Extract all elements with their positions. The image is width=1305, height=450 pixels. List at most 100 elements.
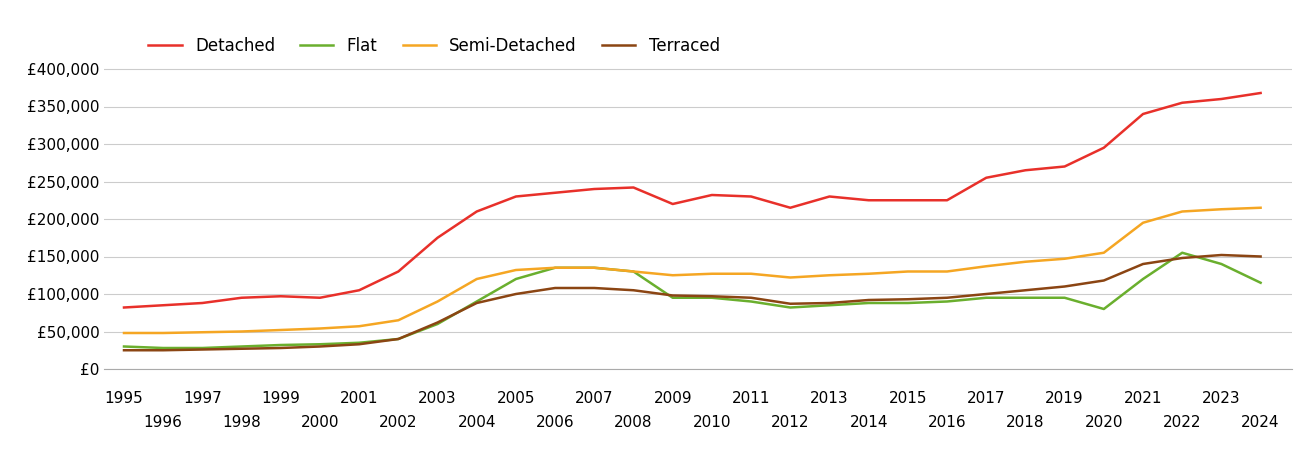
- Terraced: [744, 295, 760, 301]
- Detached: [234, 295, 249, 301]
- Terraced: [625, 288, 641, 293]
- Semi-Detached: [273, 327, 288, 333]
- Text: 2018: 2018: [1006, 415, 1045, 430]
- Semi-Detached: [744, 271, 760, 276]
- Text: 2005: 2005: [497, 391, 535, 406]
- Semi-Detached: [900, 269, 916, 274]
- Flat: [783, 305, 799, 310]
- Semi-Detached: [194, 329, 210, 335]
- Semi-Detached: [861, 271, 877, 276]
- Flat: [468, 299, 484, 304]
- Semi-Detached: [547, 265, 562, 270]
- Detached: [705, 192, 720, 198]
- Detached: [547, 190, 562, 195]
- Detached: [312, 295, 328, 301]
- Detached: [1057, 164, 1073, 169]
- Terraced: [351, 342, 367, 347]
- Flat: [351, 340, 367, 346]
- Text: 2014: 2014: [850, 415, 887, 430]
- Flat: [586, 265, 602, 270]
- Semi-Detached: [1135, 220, 1151, 225]
- Semi-Detached: [625, 269, 641, 274]
- Flat: [390, 336, 406, 342]
- Flat: [508, 276, 523, 282]
- Semi-Detached: [940, 269, 955, 274]
- Text: 2006: 2006: [536, 415, 574, 430]
- Terraced: [194, 347, 210, 352]
- Terraced: [1018, 288, 1034, 293]
- Flat: [234, 344, 249, 349]
- Semi-Detached: [664, 273, 680, 278]
- Semi-Detached: [1057, 256, 1073, 261]
- Flat: [273, 342, 288, 348]
- Flat: [979, 295, 994, 301]
- Terraced: [273, 345, 288, 351]
- Flat: [155, 345, 171, 351]
- Semi-Detached: [822, 273, 838, 278]
- Semi-Detached: [234, 329, 249, 334]
- Detached: [979, 175, 994, 180]
- Flat: [1214, 261, 1229, 267]
- Text: 1995: 1995: [104, 391, 144, 406]
- Detached: [1096, 145, 1112, 150]
- Text: 2011: 2011: [732, 391, 770, 406]
- Detached: [1018, 167, 1034, 173]
- Line: Detached: Detached: [124, 93, 1261, 307]
- Terraced: [1174, 255, 1190, 261]
- Text: 1998: 1998: [222, 415, 261, 430]
- Text: 2013: 2013: [810, 391, 848, 406]
- Terraced: [1214, 252, 1229, 258]
- Terraced: [1135, 261, 1151, 267]
- Semi-Detached: [783, 275, 799, 280]
- Terraced: [429, 320, 445, 325]
- Flat: [1174, 250, 1190, 256]
- Text: 2020: 2020: [1084, 415, 1124, 430]
- Text: 1996: 1996: [144, 415, 183, 430]
- Semi-Detached: [312, 326, 328, 331]
- Legend: Detached, Flat, Semi-Detached, Terraced: Detached, Flat, Semi-Detached, Terraced: [149, 37, 719, 55]
- Detached: [940, 198, 955, 203]
- Flat: [1135, 276, 1151, 282]
- Text: 2001: 2001: [339, 391, 378, 406]
- Detached: [664, 201, 680, 207]
- Text: 2010: 2010: [693, 415, 731, 430]
- Detached: [822, 194, 838, 199]
- Detached: [429, 235, 445, 240]
- Terraced: [822, 300, 838, 306]
- Flat: [705, 295, 720, 301]
- Text: 1997: 1997: [183, 391, 222, 406]
- Detached: [1135, 111, 1151, 117]
- Semi-Detached: [586, 265, 602, 270]
- Line: Flat: Flat: [124, 253, 1261, 348]
- Semi-Detached: [1214, 207, 1229, 212]
- Terraced: [155, 347, 171, 353]
- Detached: [1174, 100, 1190, 105]
- Text: 2008: 2008: [615, 415, 652, 430]
- Terraced: [979, 291, 994, 297]
- Detached: [1214, 96, 1229, 102]
- Terraced: [586, 285, 602, 291]
- Text: 2004: 2004: [458, 415, 496, 430]
- Detached: [900, 198, 916, 203]
- Terraced: [1096, 278, 1112, 283]
- Line: Terraced: Terraced: [124, 255, 1261, 350]
- Terraced: [234, 346, 249, 351]
- Text: 2021: 2021: [1124, 391, 1163, 406]
- Semi-Detached: [508, 267, 523, 273]
- Terraced: [1057, 284, 1073, 289]
- Text: 2012: 2012: [771, 415, 809, 430]
- Detached: [508, 194, 523, 199]
- Text: 2000: 2000: [300, 415, 339, 430]
- Text: 2009: 2009: [654, 391, 692, 406]
- Terraced: [900, 297, 916, 302]
- Text: 2002: 2002: [378, 415, 418, 430]
- Flat: [1096, 306, 1112, 312]
- Semi-Detached: [1096, 250, 1112, 256]
- Detached: [744, 194, 760, 199]
- Flat: [625, 269, 641, 274]
- Flat: [312, 342, 328, 347]
- Line: Semi-Detached: Semi-Detached: [124, 208, 1261, 333]
- Detached: [194, 300, 210, 306]
- Terraced: [705, 293, 720, 299]
- Text: 2019: 2019: [1045, 391, 1084, 406]
